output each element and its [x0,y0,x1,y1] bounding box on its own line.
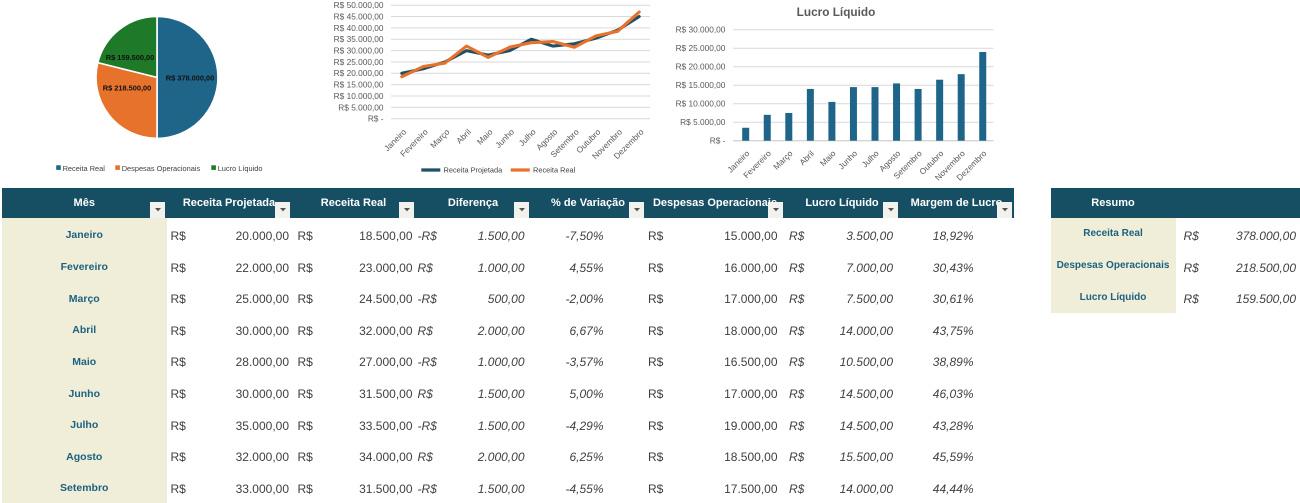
svg-text:R$ 20.000,00: R$ 20.000,00 [334,68,384,78]
svg-text:R$ 378.000,00: R$ 378.000,00 [166,74,215,83]
svg-text:R$ 159.500,00: R$ 159.500,00 [106,53,155,62]
svg-text:Março: Março [428,127,452,151]
svg-text:R$ 10.000,00: R$ 10.000,00 [334,91,384,101]
svg-text:Abril: Abril [797,148,816,167]
svg-text:Maio: Maio [818,148,838,168]
svg-text:Maio: Maio [475,127,495,147]
svg-text:Junho: Junho [836,148,859,171]
svg-text:Receita Projetada: Receita Projetada [444,166,504,175]
svg-text:R$ 30.000,00: R$ 30.000,00 [676,25,726,35]
svg-text:Lucro Líquido: Lucro Líquido [797,5,876,19]
svg-text:R$ -: R$ - [710,136,726,146]
svg-text:R$ 5.000,00: R$ 5.000,00 [680,117,726,127]
svg-text:Abril: Abril [454,127,473,146]
svg-text:R$ 35.000,00: R$ 35.000,00 [334,34,384,44]
svg-text:R$ 5.000,00: R$ 5.000,00 [338,102,384,112]
svg-text:Março: Março [771,148,795,172]
svg-text:R$ 40.000,00: R$ 40.000,00 [334,23,384,33]
svg-text:R$ 15.000,00: R$ 15.000,00 [676,80,726,90]
svg-text:Receita Real: Receita Real [533,166,576,175]
svg-text:Lucro Líquido: Lucro Líquido [218,164,263,173]
svg-text:R$ 15.000,00: R$ 15.000,00 [334,80,384,90]
svg-text:Junho: Junho [493,127,516,150]
svg-text:R$ 25.000,00: R$ 25.000,00 [334,57,384,67]
svg-text:R$ 10.000,00: R$ 10.000,00 [676,99,726,109]
svg-text:Despesas Operacionais: Despesas Operacionais [122,164,201,173]
svg-text:R$ 30.000,00: R$ 30.000,00 [334,46,384,56]
svg-text:R$ 50.000,00: R$ 50.000,00 [334,0,384,10]
svg-text:Receita Real: Receita Real [63,164,106,173]
svg-text:R$ 218.500,00: R$ 218.500,00 [103,84,152,93]
svg-text:R$ -: R$ - [368,114,384,124]
svg-text:R$ 45.000,00: R$ 45.000,00 [334,11,384,21]
svg-text:R$ 20.000,00: R$ 20.000,00 [676,62,726,72]
svg-text:R$ 25.000,00: R$ 25.000,00 [676,43,726,53]
